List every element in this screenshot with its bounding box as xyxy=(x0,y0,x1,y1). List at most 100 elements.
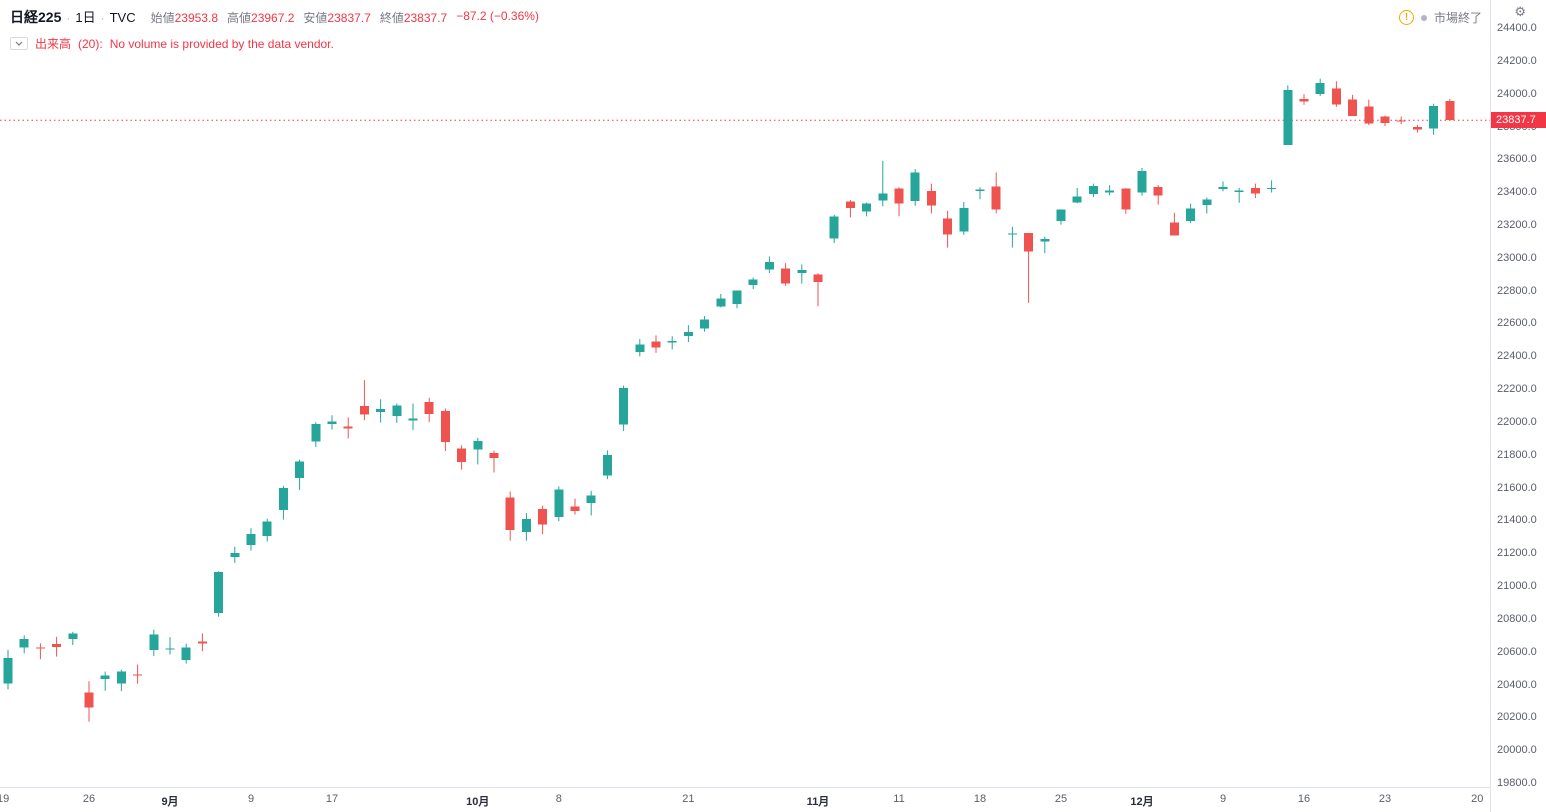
candle-body xyxy=(1283,89,1293,145)
candle-body xyxy=(1396,120,1406,122)
price-axis-label: 23000.0 xyxy=(1497,251,1537,264)
time-axis-label: 21 xyxy=(682,793,695,805)
candle-body xyxy=(1445,101,1455,121)
time-axis-label: 11月 xyxy=(806,796,830,808)
time-axis-label: 8 xyxy=(555,793,562,805)
price-axis-label: 20400.0 xyxy=(1497,678,1537,691)
candle-body xyxy=(359,405,369,415)
candle-body xyxy=(975,189,985,191)
candle-body xyxy=(440,410,450,442)
ohlc-values: 始値23953.8 高値23967.2 安値23837.7 終値23837.7 … xyxy=(151,9,539,26)
candle-body xyxy=(116,671,126,684)
candle-body xyxy=(570,506,580,512)
market-status: ! 市場終了 xyxy=(1398,9,1482,26)
candle-body xyxy=(1250,188,1260,194)
candle-body xyxy=(959,208,969,232)
time-axis-label: 16 xyxy=(1297,793,1311,805)
time-axis[interactable]: 19 26 9月 9 17 10月 8 21 11月 11 18 25 12月 9 16 23 20 xyxy=(0,787,1546,812)
price-axis-label: 21200.0 xyxy=(1497,547,1537,560)
chevron-down-icon[interactable] xyxy=(10,37,28,50)
price-axis-label: 20000.0 xyxy=(1497,744,1537,757)
time-axis-label: 18 xyxy=(973,793,987,805)
indicator-row: 出来高 (20): No volume is provided by the d… xyxy=(10,35,539,52)
time-axis-label: 17 xyxy=(325,793,339,805)
candle-body xyxy=(813,274,823,283)
candle-body xyxy=(457,448,467,462)
price-axis-label: 23200.0 xyxy=(1497,219,1537,231)
price-axis-label: 22000.0 xyxy=(1497,415,1537,428)
candle-body xyxy=(1267,188,1277,189)
price-axis-label: 22200.0 xyxy=(1497,383,1537,396)
ohlc-open: 始値23953.8 xyxy=(150,11,218,25)
price-axis-label: 24000.0 xyxy=(1497,87,1537,100)
price-axis-label: 21400.0 xyxy=(1497,514,1537,527)
time-axis-label: 20 xyxy=(1471,793,1484,805)
time-axis-label: 9 xyxy=(247,793,255,805)
candle-body xyxy=(505,497,515,530)
candle-body xyxy=(781,268,791,284)
candle-body xyxy=(35,647,45,649)
market-status-dot xyxy=(1420,14,1427,21)
time-axis-label: 11 xyxy=(893,793,905,805)
candle-body xyxy=(1024,233,1034,252)
change-value: −87.2 (−0.36%) xyxy=(456,9,539,23)
candle-body xyxy=(392,405,402,417)
candle-body xyxy=(1315,82,1325,94)
candle-body xyxy=(1331,88,1341,105)
candle-body xyxy=(1202,199,1212,205)
symbol-title[interactable]: 日経225 xyxy=(10,9,62,25)
indicator-params: (20): xyxy=(78,36,103,51)
candle-body xyxy=(1348,99,1358,116)
candle-body xyxy=(538,509,548,525)
candle-body xyxy=(3,657,13,684)
time-axis-label: 10月 xyxy=(466,796,490,808)
candle-body xyxy=(700,319,710,329)
candle-body xyxy=(894,188,904,204)
candle-body xyxy=(489,453,499,459)
candle-body xyxy=(311,423,321,442)
candle-body xyxy=(586,495,596,503)
candle-body xyxy=(1007,233,1017,235)
candle-body xyxy=(1056,209,1066,221)
symbol-row: 日経225 · 1日 · TVC 始値23953.8 高値23967.2 安値2… xyxy=(10,7,539,27)
candle-body xyxy=(230,553,240,557)
candle-body xyxy=(991,186,1001,210)
candle-body xyxy=(165,648,175,650)
candle-body xyxy=(521,518,531,533)
candle-body xyxy=(926,191,936,206)
candle-body xyxy=(1137,170,1147,193)
candle-body xyxy=(862,203,872,212)
candle-body xyxy=(667,341,677,343)
candle-body xyxy=(295,461,305,478)
price-axis-label: 22600.0 xyxy=(1497,317,1537,330)
last-price-badge: 23837.7 xyxy=(1491,112,1546,129)
candle-body xyxy=(1299,99,1309,102)
indicator-title[interactable]: 出来高 xyxy=(35,37,72,51)
price-axis-label: 19800.0 xyxy=(1497,777,1537,789)
ohlc-high: 高値23967.2 xyxy=(227,11,295,25)
candle-body xyxy=(149,634,159,651)
price-axis[interactable]: 24400.024200.024000.023800.023600.023400… xyxy=(1490,0,1546,812)
candle-body xyxy=(246,533,256,546)
candle-body xyxy=(408,418,418,421)
interval-label[interactable]: 1日 xyxy=(75,10,96,25)
warning-icon[interactable]: ! xyxy=(1398,10,1414,25)
candle-body xyxy=(1429,106,1439,129)
candle-body xyxy=(829,216,839,239)
price-axis-label: 20800.0 xyxy=(1497,612,1537,625)
candlestick-canvas[interactable] xyxy=(0,0,1490,787)
time-axis-label: 19 xyxy=(0,793,10,805)
candle-body xyxy=(473,440,483,450)
candle-body xyxy=(1153,187,1163,196)
price-axis-label: 20200.0 xyxy=(1497,711,1537,724)
ohlc-close: 終値23837.7 xyxy=(379,11,448,25)
candle-body xyxy=(683,331,693,336)
time-axis-label: 23 xyxy=(1378,793,1392,805)
candle-body xyxy=(19,639,29,648)
candle-body xyxy=(1186,208,1196,221)
separator-dot: · xyxy=(100,11,105,25)
candle-body xyxy=(1121,188,1131,210)
price-axis-label: 23400.0 xyxy=(1497,186,1537,199)
exchange-label: TVC xyxy=(109,10,136,25)
gear-icon[interactable]: ⚙ xyxy=(1514,4,1526,19)
